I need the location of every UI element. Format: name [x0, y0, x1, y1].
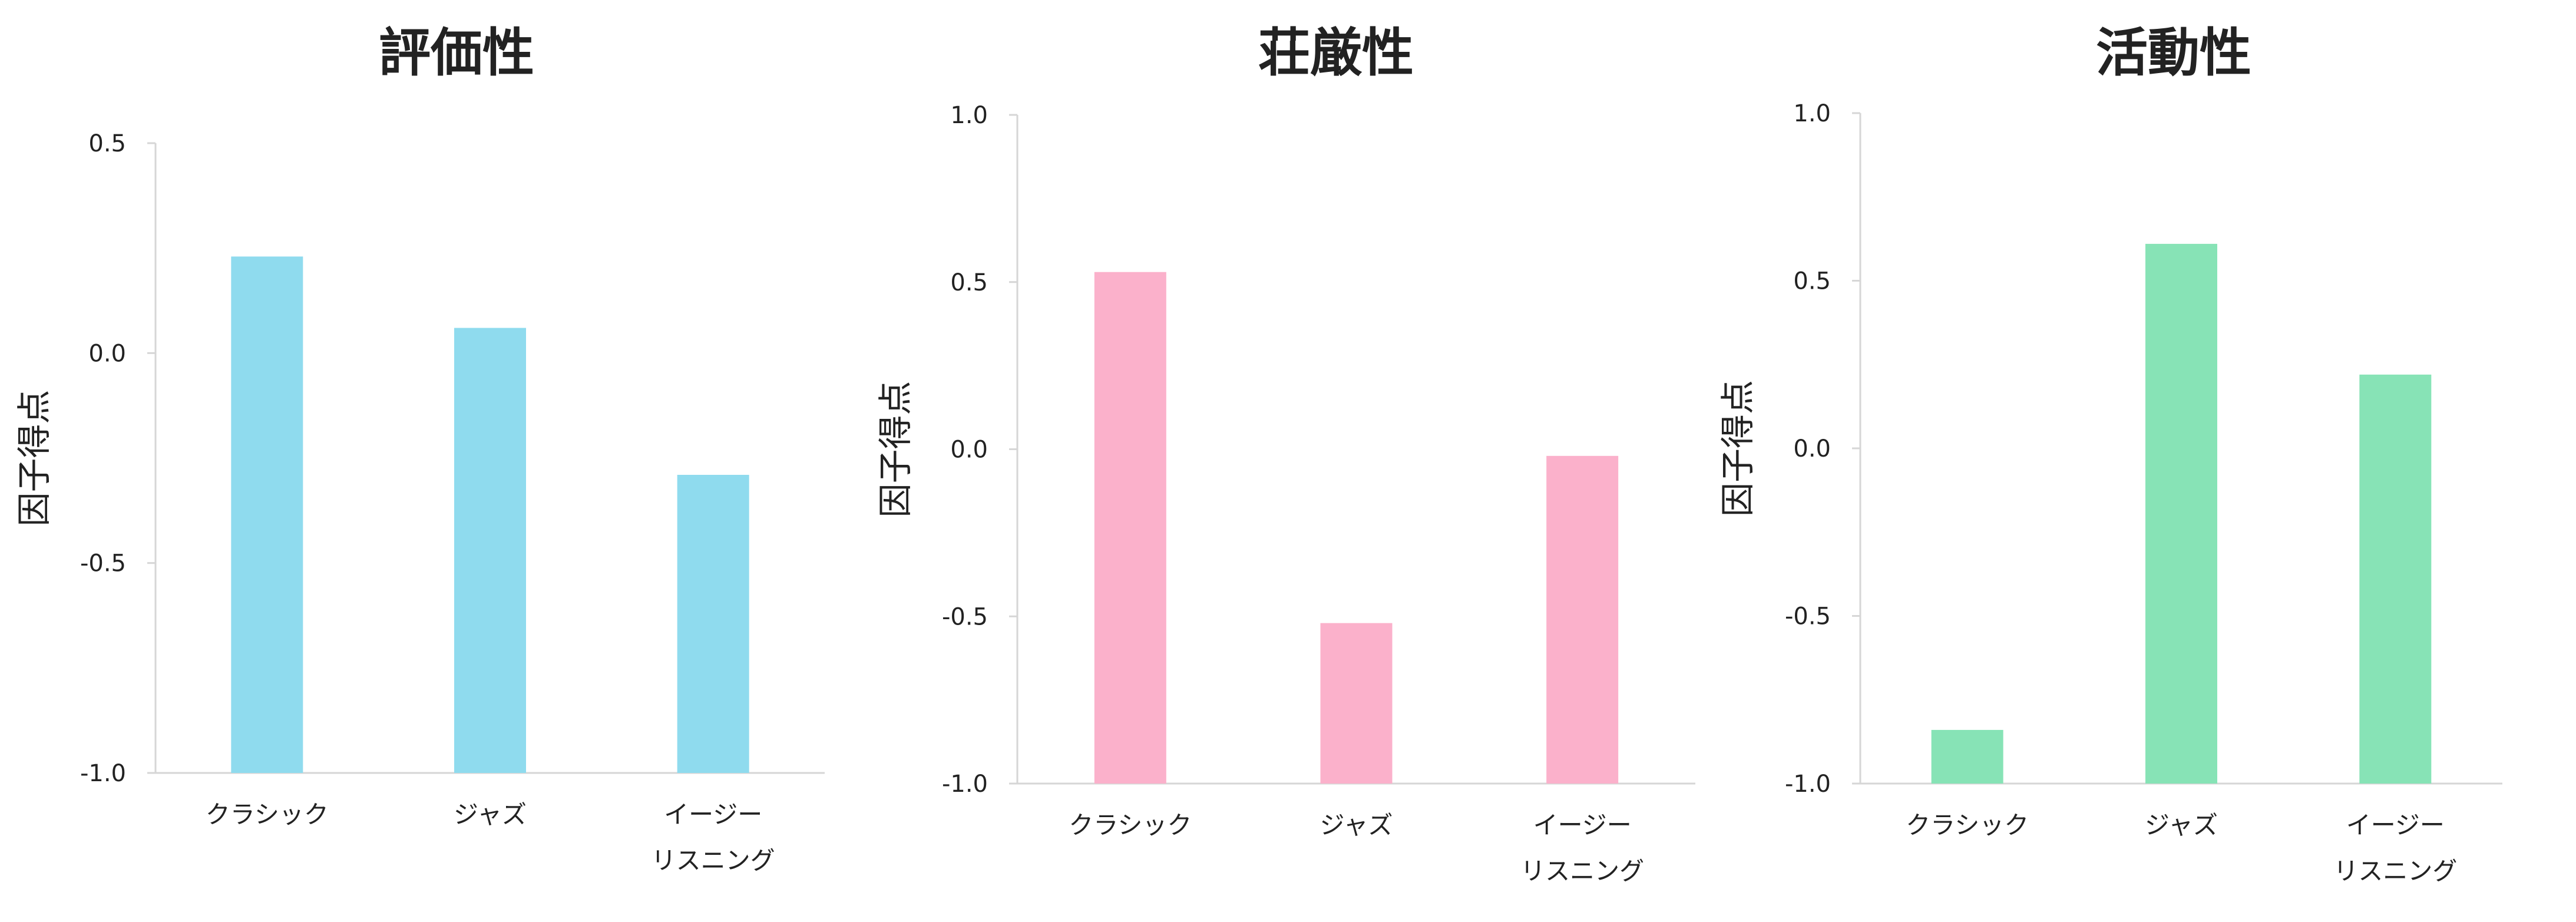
y-tick-label: 1.0	[1793, 100, 1831, 127]
y-axis-label: 因子得点	[875, 381, 915, 517]
x-category-label: イージー	[1533, 811, 1632, 840]
x-category-label: クラシック	[1906, 811, 2029, 840]
y-tick-label: 1.0	[950, 102, 988, 129]
bar-1	[231, 256, 303, 773]
x-category-label: リスニング	[1520, 857, 1644, 885]
x-category-label: イージー	[664, 800, 762, 829]
x-category-label: イージー	[2346, 811, 2445, 840]
x-category-label: ジャズ	[1320, 811, 1393, 840]
bar-1	[1931, 729, 2003, 784]
chart-title: 評価性	[379, 22, 534, 83]
bar-3	[1546, 455, 1619, 784]
x-category-label: リスニング	[652, 846, 775, 875]
y-tick-label: 0.5	[950, 269, 988, 296]
y-tick-label: 0.0	[88, 340, 126, 367]
chart-title: 活動性	[2096, 22, 2251, 83]
y-tick-label: -0.5	[942, 603, 988, 630]
y-tick-label: -1.0	[942, 771, 988, 798]
bar-2	[454, 328, 526, 773]
y-tick-label: -0.5	[80, 550, 126, 577]
y-tick-label: 0.5	[1793, 268, 1831, 295]
x-category-label: リスニング	[2333, 857, 2457, 885]
x-category-label: ジャズ	[454, 800, 527, 829]
x-category-label: クラシック	[1069, 811, 1192, 840]
y-axis-label: 因子得点	[1718, 380, 1758, 517]
y-tick-label: 0.0	[1793, 435, 1831, 462]
y-axis-label: 因子得点	[14, 389, 54, 526]
chart-title: 荘厳性	[1258, 22, 1414, 83]
y-tick-label: -1.0	[1785, 771, 1831, 798]
bar-2	[1320, 623, 1393, 784]
bar-2	[2145, 243, 2217, 784]
y-tick-label: -0.5	[1785, 603, 1831, 630]
y-tick-label: 0.5	[88, 130, 126, 157]
bar-3	[2359, 374, 2432, 784]
bar-3	[677, 475, 749, 773]
y-tick-label: -1.0	[80, 760, 126, 787]
x-category-label: クラシック	[206, 800, 329, 829]
bar-1	[1094, 272, 1166, 784]
x-category-label: ジャズ	[2145, 811, 2218, 840]
y-tick-label: 0.0	[950, 437, 988, 464]
